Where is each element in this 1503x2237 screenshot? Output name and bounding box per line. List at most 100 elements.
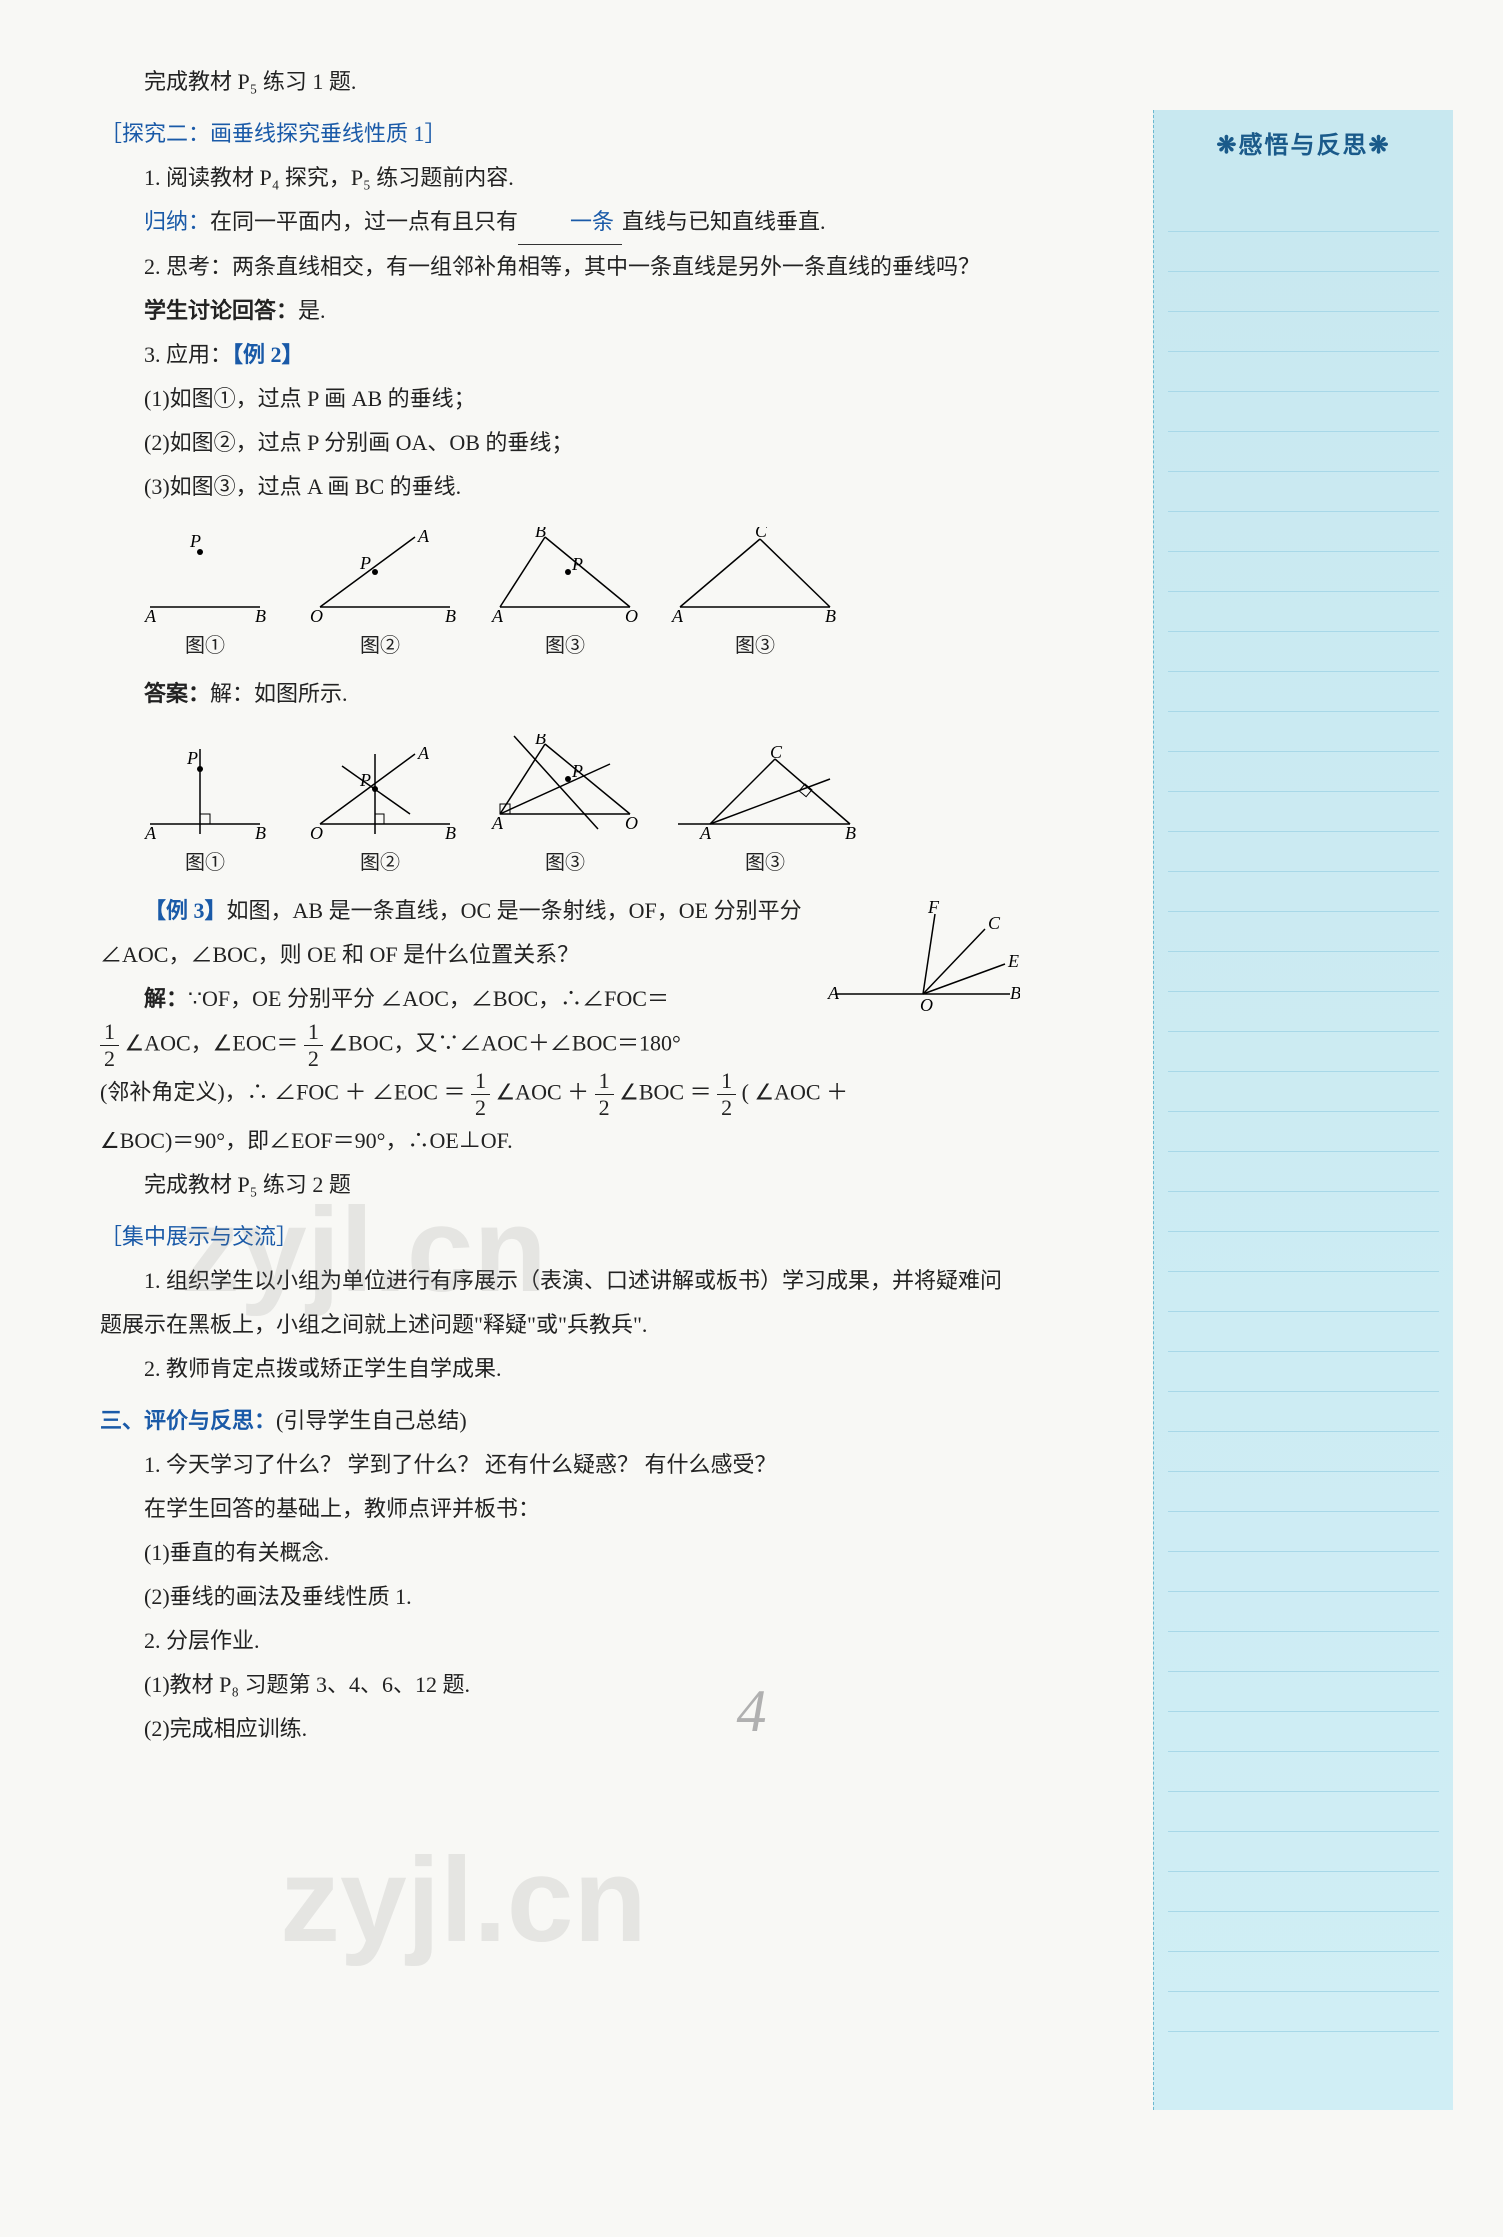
section-title-showcase: ［集中展示与交流］: [100, 1215, 1020, 1259]
sidebar-line: [1168, 1872, 1439, 1912]
sidebar-line: [1168, 1232, 1439, 1272]
sidebar-line: [1168, 1552, 1439, 1592]
ans3-svg: P B A O: [490, 734, 640, 839]
text-fragment: 解：如图所示.: [210, 681, 348, 706]
example-label: 【例 3】: [144, 898, 227, 923]
sidebar-line: [1168, 1592, 1439, 1632]
svg-text:A: A: [417, 527, 430, 546]
sidebar-line: [1168, 832, 1439, 872]
fig4-svg: C A B: [670, 527, 840, 622]
sidebar-line: [1168, 712, 1439, 752]
svg-text:E: E: [1007, 951, 1019, 971]
svg-text:B: B: [535, 734, 546, 748]
text-line: 2. 思考：两条直线相交，有一组邻补角相等，其中一条直线是另外一条直线的垂线吗？: [100, 245, 1020, 289]
diagram-ans4: C A B 图③: [670, 744, 860, 883]
text-line: 1. 组织学生以小组为单位进行有序展示（表演、口述讲解或板书）学习成果，并将疑难…: [100, 1259, 1020, 1347]
svg-text:P: P: [571, 554, 583, 574]
svg-text:C: C: [770, 744, 783, 762]
sidebar-line: [1168, 352, 1439, 392]
sidebar-line: [1168, 1832, 1439, 1872]
text-fragment: 是.: [298, 298, 326, 323]
sidebar-line: [1168, 592, 1439, 632]
sidebar-line: [1168, 1512, 1439, 1552]
svg-text:B: B: [1010, 983, 1020, 1003]
example-label: 【例 2】: [232, 342, 304, 367]
sidebar-line: [1168, 1312, 1439, 1352]
solution-line: ∠BOC)＝90°，即∠EOF＝90°，∴OE⊥OF.: [100, 1119, 1020, 1163]
diagram-ans3: P B A O 图③: [490, 734, 640, 883]
fig-label: 图②: [300, 626, 460, 666]
sidebar-line: [1168, 1912, 1439, 1952]
svg-text:C: C: [755, 527, 768, 541]
text-fragment: 在同一平面内，过一点有且只有: [210, 209, 518, 234]
text-fragment: 直线与已知直线垂直.: [622, 209, 826, 234]
sidebar-line: [1168, 1672, 1439, 1712]
sidebar-line: [1168, 512, 1439, 552]
sidebar-line: [1168, 1992, 1439, 2032]
svg-text:O: O: [920, 995, 933, 1015]
diagram-row-2: P A B 图① P A O B: [140, 734, 1020, 883]
svg-text:A: A: [417, 744, 430, 763]
text-line: 完成教材 P₅ 练习 2 题: [100, 1163, 1020, 1207]
svg-text:C: C: [988, 913, 1001, 933]
sidebar-title: ❋感悟与反思❋: [1154, 110, 1453, 182]
fig-label: 图③: [490, 843, 640, 883]
diagram-ans2: P A O B 图②: [300, 744, 460, 883]
fig1-svg: P A B: [140, 527, 270, 622]
text-line: 2. 分层作业.: [100, 1619, 1020, 1663]
sidebar-line: [1168, 1752, 1439, 1792]
sidebar-line: [1168, 792, 1439, 832]
sidebar-line: [1168, 1192, 1439, 1232]
solution-line: 12 ∠AOC，∠EOC＝ 12 ∠BOC，又∵∠AOC＋∠BOC＝180°: [100, 1021, 1020, 1070]
sidebar-line: [1168, 1392, 1439, 1432]
svg-text:A: A: [699, 823, 712, 839]
svg-text:A: A: [491, 813, 504, 833]
page-number: 4: [737, 1651, 767, 1771]
svg-text:A: A: [491, 606, 504, 622]
text-fragment: 3. 应用：: [144, 342, 232, 367]
sidebar-line: [1168, 912, 1439, 952]
section-title-inquiry2: ［探究二：画垂线探究垂线性质 1］: [100, 112, 1020, 156]
side-diagram: A B C E F O: [820, 899, 1020, 1019]
svg-text:O: O: [625, 813, 638, 833]
fig-label: 图③: [670, 843, 860, 883]
rays-svg: A B C E F O: [820, 899, 1020, 1019]
sidebar-line: [1168, 312, 1439, 352]
sidebar-line: [1168, 1352, 1439, 1392]
text-line: (2)完成相应训练.: [100, 1707, 1020, 1751]
svg-text:B: B: [845, 823, 856, 839]
fraction: 12: [717, 1070, 736, 1119]
sidebar-lines: [1154, 182, 1453, 2042]
ans1-svg: P A B: [140, 744, 270, 839]
svg-text:P: P: [186, 748, 198, 768]
fig-label: 图①: [140, 843, 270, 883]
sidebar-line: [1168, 1472, 1439, 1512]
text-fragment: (引导学生自己总结): [276, 1408, 467, 1433]
fig-label: 图①: [140, 626, 270, 666]
diagram-fig3: P B A O 图③: [490, 527, 640, 666]
fraction: 12: [100, 1021, 119, 1070]
svg-text:P: P: [189, 531, 201, 551]
section-heading: 三、评价与反思：: [100, 1408, 276, 1433]
sidebar-line: [1168, 1272, 1439, 1312]
sidebar-line: [1168, 1952, 1439, 1992]
svg-text:P: P: [571, 761, 583, 781]
text-line: 3. 应用：【例 2】: [100, 333, 1020, 377]
watermark: zyjl.cn: [280, 1780, 647, 2020]
text-fragment: ∠BOC ＝: [619, 1080, 717, 1105]
inline-label: 答案：: [144, 681, 210, 706]
svg-text:O: O: [625, 606, 638, 622]
sidebar-line: [1168, 1712, 1439, 1752]
svg-text:A: A: [144, 606, 157, 622]
svg-text:B: B: [445, 606, 456, 622]
diagram-fig4: C A B 图③: [670, 527, 840, 666]
svg-text:A: A: [144, 823, 157, 839]
svg-text:B: B: [825, 606, 836, 622]
text-line: (1)教材 P₈ 习题第 3、4、6、12 题.: [100, 1663, 1020, 1707]
sidebar-line: [1168, 1432, 1439, 1472]
sidebar-line: [1168, 1112, 1439, 1152]
sidebar-line: [1168, 952, 1439, 992]
sidebar-line: [1168, 392, 1439, 432]
text-line: 完成教材 P₅ 练习 1 题.: [100, 60, 1020, 104]
solution-line: (邻补角定义)，∴ ∠FOC ＋ ∠EOC ＝ 12 ∠AOC ＋ 12 ∠BO…: [100, 1070, 1020, 1119]
